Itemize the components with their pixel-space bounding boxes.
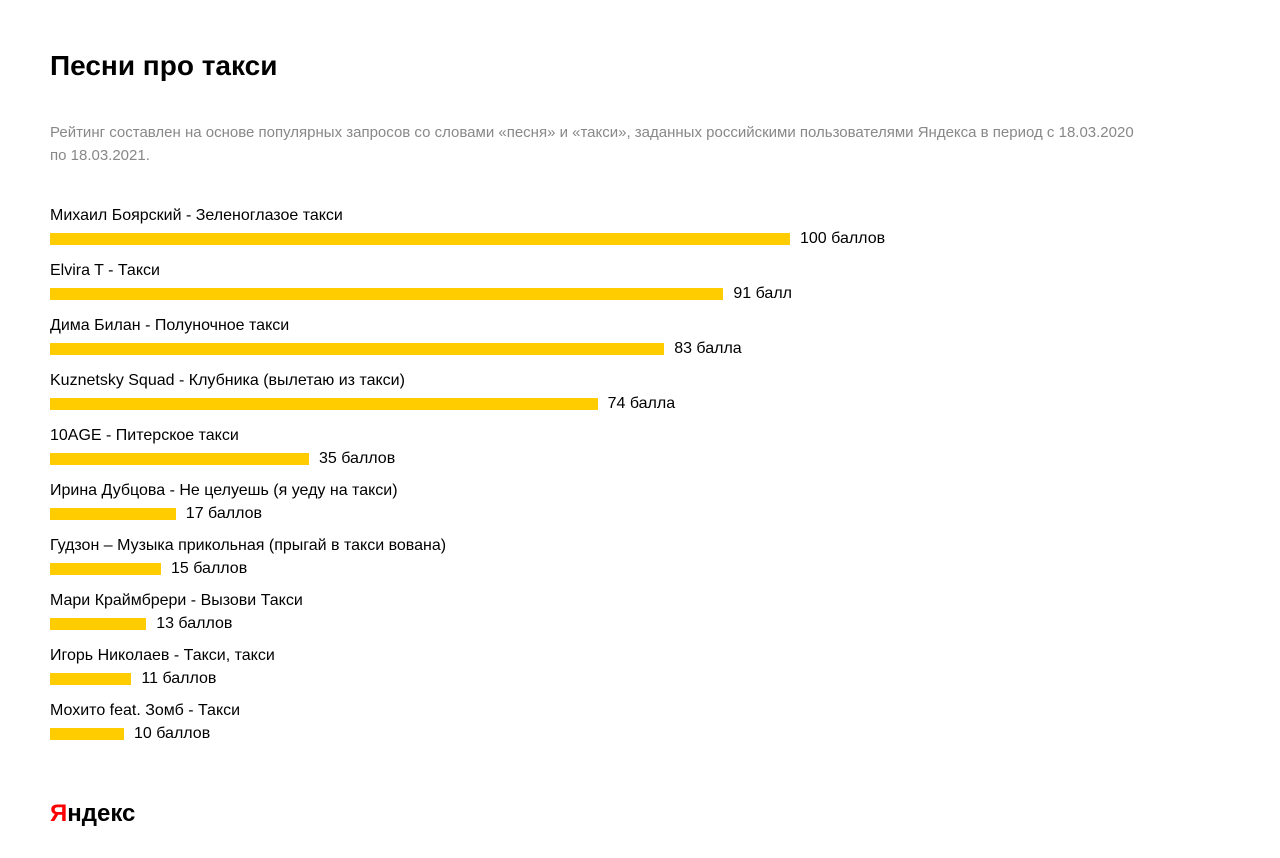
bar-row: Мари Краймбрери - Вызови Такси 13 баллов xyxy=(50,592,1230,633)
bar-fill xyxy=(50,233,790,245)
bar-label: Elvira T - Такси xyxy=(50,262,1230,280)
bar-fill xyxy=(50,618,146,630)
bar-wrapper: 17 баллов xyxy=(50,505,1230,523)
bar-value-label: 13 баллов xyxy=(156,615,232,633)
bar-wrapper: 91 балл xyxy=(50,285,1230,303)
bar-wrapper: 15 баллов xyxy=(50,560,1230,578)
bar-row: Дима Билан - Полуночное такси 83 балла xyxy=(50,317,1230,358)
bar-row: Kuznetsky Squad - Клубника (вылетаю из т… xyxy=(50,372,1230,413)
bar-value-label: 91 балл xyxy=(733,285,792,303)
bar-chart: Михаил Боярский - Зеленоглазое такси 100 … xyxy=(50,207,1230,743)
bar-value-label: 100 баллов xyxy=(800,230,885,248)
bar-wrapper: 11 баллов xyxy=(50,670,1230,688)
bar-label: Игорь Николаев - Такси, такси xyxy=(50,647,1230,665)
bar-wrapper: 100 баллов xyxy=(50,230,1230,248)
bar-value-label: 17 баллов xyxy=(186,505,262,523)
bar-value-label: 35 баллов xyxy=(319,450,395,468)
bar-wrapper: 83 балла xyxy=(50,340,1230,358)
bar-fill xyxy=(50,563,161,575)
bar-fill xyxy=(50,288,723,300)
bar-label: Дима Билан - Полуночное такси xyxy=(50,317,1230,335)
bar-value-label: 15 баллов xyxy=(171,560,247,578)
bar-value-label: 74 балла xyxy=(608,395,676,413)
yandex-logo: Яндекс xyxy=(50,800,135,828)
bar-fill xyxy=(50,728,124,740)
bar-row: Ирина Дубцова - Не целуешь (я уеду на та… xyxy=(50,482,1230,523)
bar-label: Ирина Дубцова - Не целуешь (я уеду на та… xyxy=(50,482,1230,500)
bar-fill xyxy=(50,673,131,685)
bar-wrapper: 74 балла xyxy=(50,395,1230,413)
chart-subtitle: Рейтинг составлен на основе популярных з… xyxy=(50,122,1150,167)
bar-row: Игорь Николаев - Такси, такси 11 баллов xyxy=(50,647,1230,688)
bar-label: Kuznetsky Squad - Клубника (вылетаю из т… xyxy=(50,372,1230,390)
bar-label: Михаил Боярский - Зеленоглазое такси xyxy=(50,207,1230,225)
bar-label: 10AGE - Питерское такси xyxy=(50,427,1230,445)
bar-fill xyxy=(50,343,664,355)
bar-fill xyxy=(50,398,598,410)
bar-row: Мохито feat. Зомб - Такси 10 баллов xyxy=(50,702,1230,743)
bar-label: Мари Краймбрери - Вызови Такси xyxy=(50,592,1230,610)
bar-fill xyxy=(50,453,309,465)
bar-label: Гудзон – Музыка прикольная (прыгай в так… xyxy=(50,537,1230,555)
bar-row: Михаил Боярский - Зеленоглазое такси 100 … xyxy=(50,207,1230,248)
logo-first-char: Я xyxy=(50,800,67,827)
bar-wrapper: 13 баллов xyxy=(50,615,1230,633)
bar-value-label: 11 баллов xyxy=(141,670,216,688)
bar-row: Elvira T - Такси 91 балл xyxy=(50,262,1230,303)
bar-value-label: 83 балла xyxy=(674,340,742,358)
bar-row: 10AGE - Питерское такси 35 баллов xyxy=(50,427,1230,468)
bar-wrapper: 35 баллов xyxy=(50,450,1230,468)
bar-label: Мохито feat. Зомб - Такси xyxy=(50,702,1230,720)
bar-fill xyxy=(50,508,176,520)
bar-wrapper: 10 баллов xyxy=(50,725,1230,743)
bar-row: Гудзон – Музыка прикольная (прыгай в так… xyxy=(50,537,1230,578)
logo-rest: ндекс xyxy=(67,800,135,827)
chart-title: Песни про такси xyxy=(50,50,1230,82)
bar-value-label: 10 баллов xyxy=(134,725,210,743)
